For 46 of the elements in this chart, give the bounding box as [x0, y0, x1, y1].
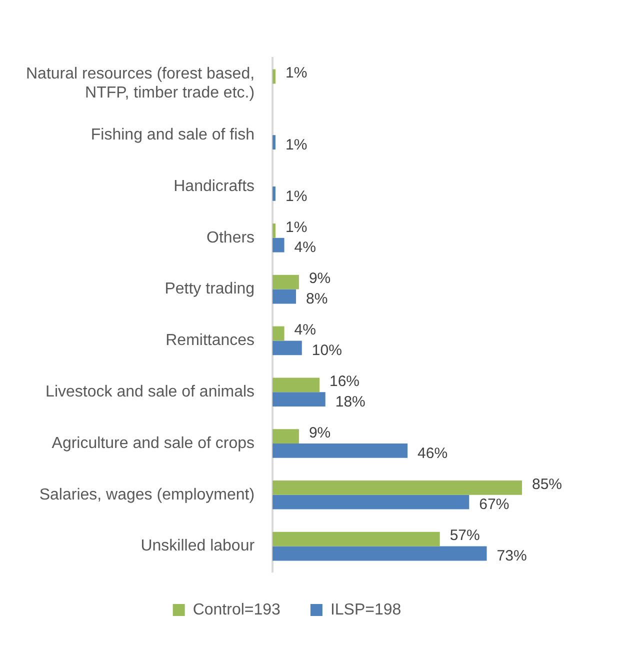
bar [272, 274, 299, 290]
bar [272, 135, 276, 150]
y-tick-label: Livestock and sale of animals [46, 384, 255, 401]
data-label: 8% [306, 290, 328, 308]
data-label: 16% [330, 373, 360, 390]
data-label: 85% [532, 476, 562, 493]
bar [272, 186, 276, 201]
bar [272, 480, 522, 495]
bar [272, 444, 408, 458]
bar [272, 378, 320, 392]
bar [272, 238, 284, 252]
bar [272, 69, 276, 84]
data-label: 1% [285, 218, 308, 236]
data-label: 46% [418, 444, 448, 462]
data-label: 73% [496, 548, 527, 565]
data-label: 4% [294, 239, 316, 256]
data-label: 1% [285, 188, 308, 205]
bar [272, 532, 440, 546]
legend-label: ILSP=198 [330, 601, 402, 618]
bar [272, 289, 296, 304]
data-label: 18% [335, 393, 366, 410]
y-tick-label: Remittances [166, 332, 255, 350]
y-tick-label: Unskilled labour [140, 538, 256, 555]
y-tick-label: Salaries, wages (employment) [39, 486, 255, 504]
bar [272, 340, 302, 356]
bar [272, 546, 487, 561]
bar [272, 224, 276, 238]
data-label: 9% [308, 270, 331, 288]
bar [272, 429, 299, 444]
y-tick-label: Others [206, 229, 255, 246]
data-label: 10% [312, 342, 342, 360]
y-tick-label: Natural resources (forest based, NTFP, timber trade etc.) [26, 66, 255, 102]
data-label: 1% [285, 64, 308, 82]
data-label: 57% [450, 527, 480, 544]
bar [272, 326, 284, 341]
data-label: 67% [479, 496, 510, 514]
y-tick-label: Fishing and sale of fish [90, 126, 255, 144]
y-tick-label: Petty trading [164, 280, 255, 298]
legend-label: Control=193 [192, 601, 281, 618]
data-label: 9% [308, 424, 331, 442]
data-label: 1% [285, 136, 308, 154]
y-tick-label: Agriculture and sale of crops [52, 434, 255, 452]
bar [272, 392, 326, 406]
data-label: 4% [294, 322, 316, 339]
y-tick-label: Handicrafts [174, 178, 255, 195]
bar [272, 494, 470, 510]
